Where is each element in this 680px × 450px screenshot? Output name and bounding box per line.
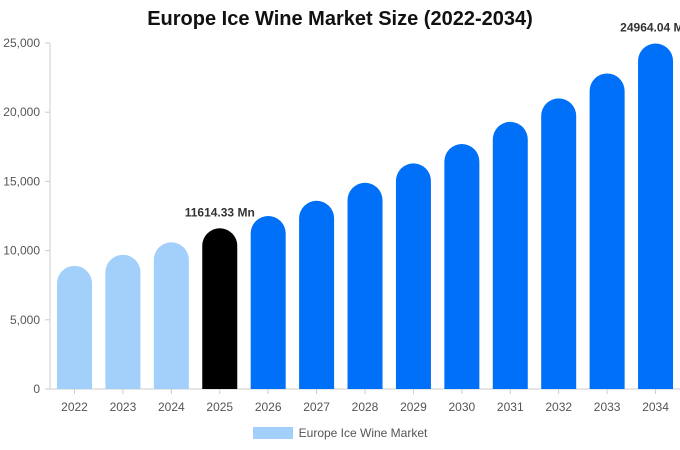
bar-2027 [299,200,335,389]
x-tick-label: 2032 [545,400,572,414]
bar-2026 [250,216,286,389]
x-tick-label: 2025 [206,400,233,414]
y-tick-label: 15,000 [3,174,40,188]
x-tick-label: 2029 [400,400,427,414]
y-tick-label: 20,000 [3,105,40,119]
y-tick-label: 25,000 [3,36,40,50]
bar-2023 [105,254,141,389]
bar-2032 [541,98,577,390]
bar-2029 [395,163,431,389]
bar-2033 [589,73,625,389]
bar-2030 [444,144,480,389]
data-label: 11614.33 Mn [185,205,255,219]
x-tick-label: 2030 [449,400,476,414]
bar-2028 [347,182,383,389]
bar-2025 [202,228,238,389]
y-tick-label: 0 [33,382,40,396]
bar-2034 [638,43,674,390]
bar-2022 [57,265,92,389]
x-tick-label: 2033 [594,400,621,414]
x-tick-label: 2028 [352,400,379,414]
chart-legend: Europe Ice Wine Market [0,426,680,440]
x-tick-label: 2027 [303,400,330,414]
x-tick-label: 2023 [110,400,137,414]
chart-title: Europe Ice Wine Market Size (2022-2034) [147,8,533,30]
x-tick-label: 2031 [497,400,524,414]
x-tick-label: 2024 [158,400,185,414]
y-tick-label: 10,000 [3,244,40,258]
x-tick-label: 2034 [642,400,669,414]
data-label: 24964.04 Mn [620,20,680,34]
bar-2024 [153,242,189,389]
y-tick-label: 5,000 [10,313,40,327]
legend-label: Europe Ice Wine Market [298,426,428,440]
x-tick-label: 2022 [61,400,88,414]
bar-2031 [492,121,528,389]
x-tick-label: 2026 [255,400,282,414]
legend-swatch [252,427,293,439]
